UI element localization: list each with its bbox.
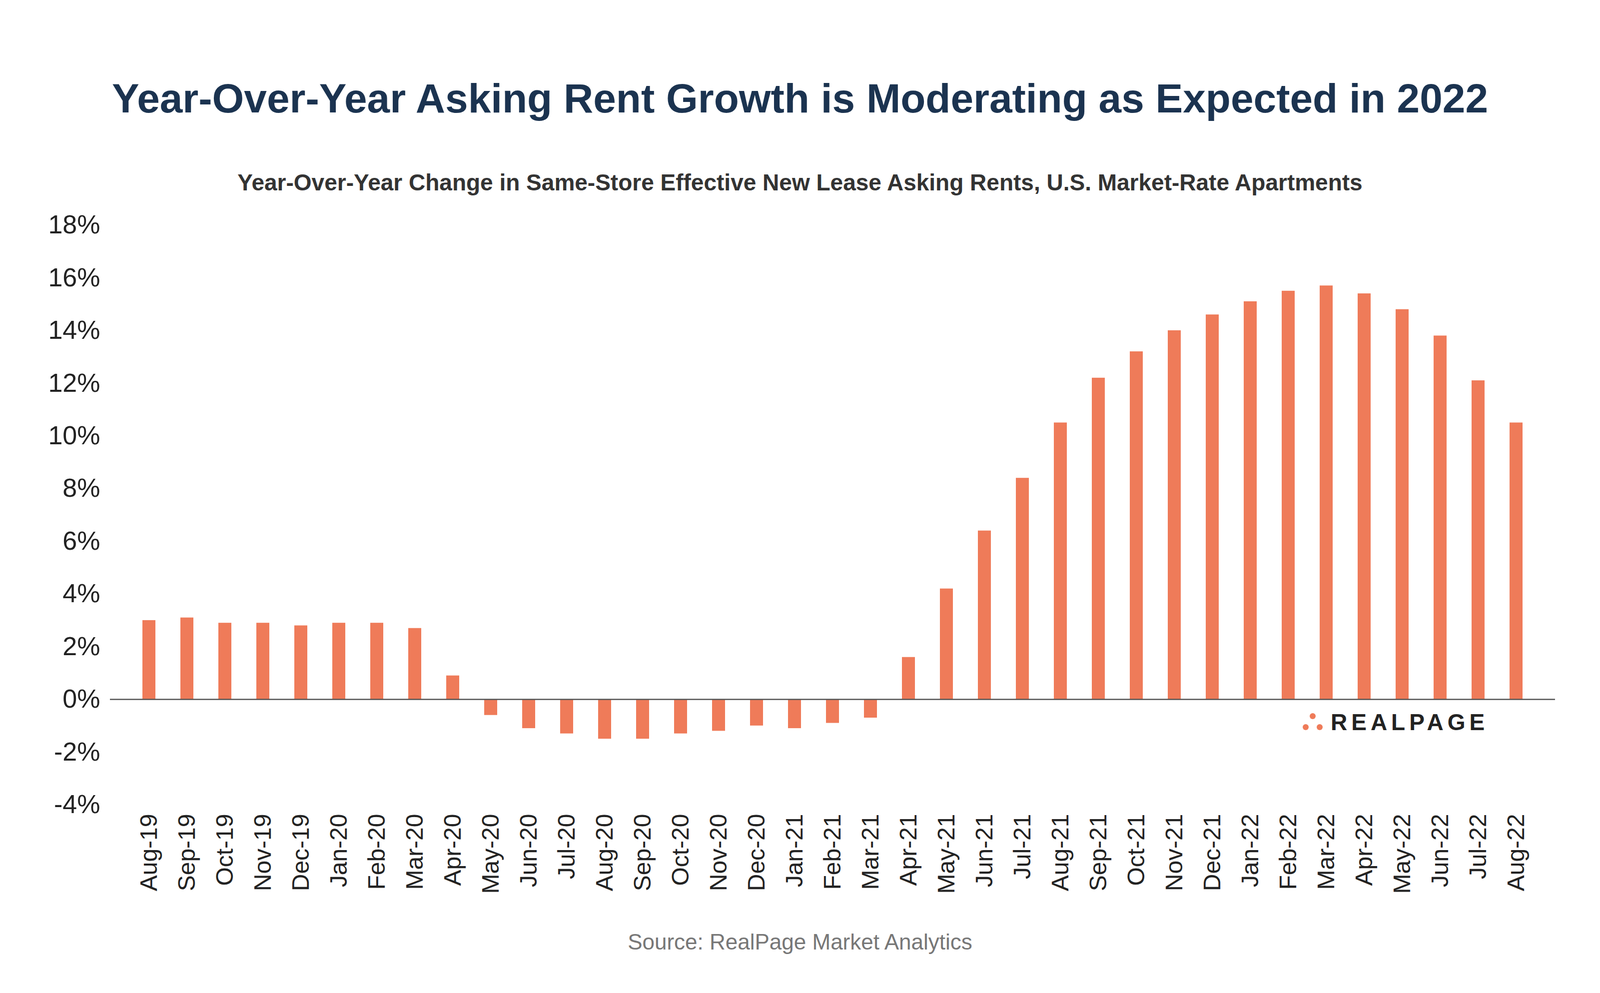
svg-text:Oct-19: Oct-19	[211, 813, 238, 886]
svg-text:Dec-19: Dec-19	[287, 813, 314, 892]
svg-text:4%: 4%	[62, 578, 100, 608]
svg-text:Mar-21: Mar-21	[856, 813, 884, 890]
svg-text:Apr-20: Apr-20	[439, 813, 466, 886]
svg-text:Jan-20: Jan-20	[325, 813, 352, 888]
svg-text:0%: 0%	[62, 684, 100, 714]
svg-text:Sep-19: Sep-19	[173, 813, 200, 892]
svg-text:16%: 16%	[47, 262, 100, 292]
svg-text:18%: 18%	[47, 209, 100, 239]
svg-text:Oct-20: Oct-20	[667, 813, 694, 886]
svg-text:May-22: May-22	[1388, 813, 1416, 894]
svg-text:Dec-21: Dec-21	[1198, 813, 1226, 892]
svg-text:Mar-22: Mar-22	[1312, 813, 1340, 890]
svg-text:Nov-20: Nov-20	[705, 813, 732, 892]
svg-text:Jun-20: Jun-20	[515, 813, 542, 888]
svg-text:May-20: May-20	[477, 813, 504, 894]
svg-text:Nov-19: Nov-19	[249, 813, 276, 892]
svg-text:Jul-22: Jul-22	[1464, 813, 1492, 880]
svg-text:Feb-20: Feb-20	[363, 813, 390, 890]
svg-text:Aug-22: Aug-22	[1502, 813, 1530, 892]
svg-text:10%: 10%	[47, 420, 100, 450]
svg-text:Aug-19: Aug-19	[135, 813, 162, 892]
html-text:Source: RealPage Market Analyt: Source: RealPage Market Analytics	[627, 929, 973, 954]
svg-text:Jul-20: Jul-20	[553, 813, 580, 880]
svg-text:May-21: May-21	[932, 813, 960, 894]
svg-text:Oct-21: Oct-21	[1122, 813, 1150, 886]
svg-text:Jun-21: Jun-21	[970, 813, 998, 888]
svg-text:Jan-21: Jan-21	[781, 813, 808, 888]
svg-text:Jun-22: Jun-22	[1426, 813, 1454, 888]
svg-text:Mar-20: Mar-20	[401, 813, 428, 890]
svg-text:Dec-20: Dec-20	[743, 813, 770, 892]
svg-text:Feb-21: Feb-21	[818, 813, 846, 890]
svg-text:Sep-20: Sep-20	[629, 813, 656, 892]
svg-text:Apr-21: Apr-21	[894, 813, 922, 886]
svg-text:Jul-21: Jul-21	[1008, 813, 1036, 880]
svg-text:12%: 12%	[47, 368, 100, 398]
svg-text:14%: 14%	[47, 315, 100, 345]
svg-text:Jan-22: Jan-22	[1236, 813, 1264, 888]
svg-text:-2%: -2%	[53, 737, 100, 767]
svg-text:8%: 8%	[62, 473, 100, 503]
html-text:Year-Over-Year Change in Same-: Year-Over-Year Change in Same-Store Effe…	[237, 169, 1363, 196]
svg-text:2%: 2%	[62, 631, 100, 661]
html-text:REALPAGE: REALPAGE	[1330, 709, 1489, 736]
svg-text:Feb-22: Feb-22	[1274, 813, 1302, 890]
html-text:Year-Over-Year Asking Rent Gro: Year-Over-Year Asking Rent Growth is Mod…	[111, 75, 1489, 121]
svg-text:Aug-20: Aug-20	[591, 813, 618, 892]
svg-text:Sep-21: Sep-21	[1084, 813, 1112, 892]
svg-text:-4%: -4%	[53, 789, 100, 819]
svg-text:Apr-22: Apr-22	[1350, 813, 1378, 886]
svg-text:Nov-21: Nov-21	[1160, 813, 1188, 892]
svg-text:6%: 6%	[62, 526, 100, 556]
svg-text:Aug-21: Aug-21	[1046, 813, 1074, 892]
